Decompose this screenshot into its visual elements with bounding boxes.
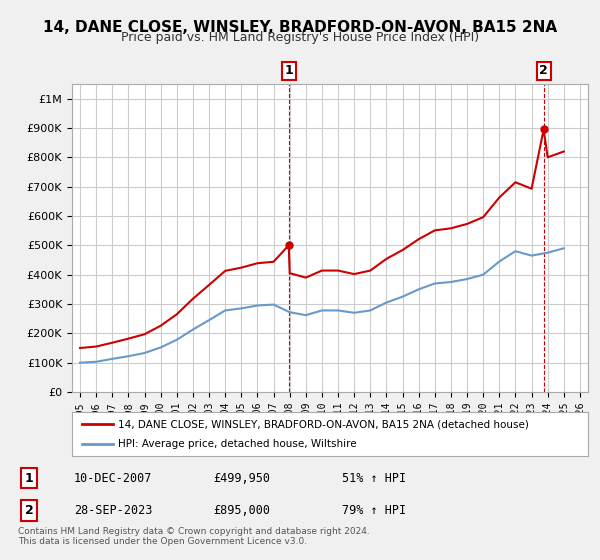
Text: £895,000: £895,000: [214, 504, 270, 517]
Text: 79% ↑ HPI: 79% ↑ HPI: [341, 504, 406, 517]
Text: 2: 2: [25, 504, 34, 517]
Text: 14, DANE CLOSE, WINSLEY, BRADFORD-ON-AVON, BA15 2NA (detached house): 14, DANE CLOSE, WINSLEY, BRADFORD-ON-AVO…: [118, 419, 529, 429]
Text: 2: 2: [539, 64, 548, 77]
Text: £499,950: £499,950: [214, 472, 270, 484]
Text: 28-SEP-2023: 28-SEP-2023: [74, 504, 152, 517]
Text: Price paid vs. HM Land Registry's House Price Index (HPI): Price paid vs. HM Land Registry's House …: [121, 31, 479, 44]
Point: [539, 125, 548, 134]
Text: Contains HM Land Registry data © Crown copyright and database right 2024.
This d: Contains HM Land Registry data © Crown c…: [18, 526, 370, 546]
Point: [284, 241, 293, 250]
Text: 1: 1: [284, 64, 293, 77]
Text: 1: 1: [25, 472, 34, 484]
Text: HPI: Average price, detached house, Wiltshire: HPI: Average price, detached house, Wilt…: [118, 439, 357, 449]
Text: 14, DANE CLOSE, WINSLEY, BRADFORD-ON-AVON, BA15 2NA: 14, DANE CLOSE, WINSLEY, BRADFORD-ON-AVO…: [43, 20, 557, 35]
Text: 51% ↑ HPI: 51% ↑ HPI: [341, 472, 406, 484]
Text: 10-DEC-2007: 10-DEC-2007: [74, 472, 152, 484]
